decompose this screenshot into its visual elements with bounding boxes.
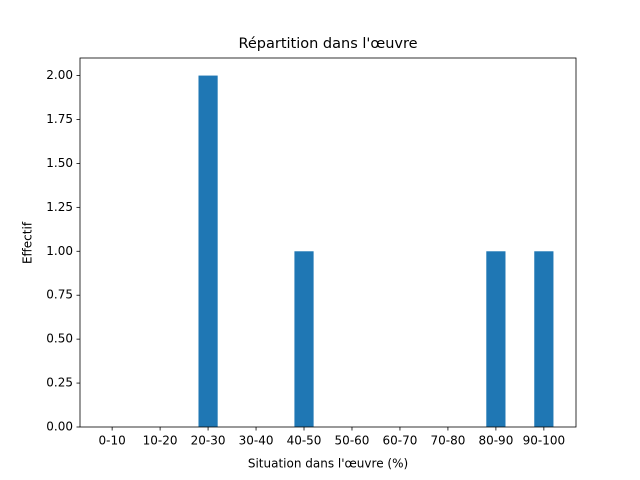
y-tick-label: 0.00 bbox=[46, 420, 73, 434]
x-tick-label: 0-10 bbox=[99, 434, 126, 448]
x-axis-label: Situation dans l'œuvre (%) bbox=[248, 457, 408, 471]
x-tick-label: 50-60 bbox=[335, 434, 370, 448]
y-tick-label: 1.25 bbox=[46, 200, 73, 214]
chart-title: Répartition dans l'œuvre bbox=[238, 36, 417, 52]
x-tick-label: 10-20 bbox=[143, 434, 178, 448]
y-tick-label: 0.75 bbox=[46, 288, 73, 302]
x-tick-label: 40-50 bbox=[287, 434, 322, 448]
plot-frame bbox=[79, 57, 577, 428]
x-tick-label: 90-100 bbox=[523, 434, 566, 448]
y-tick-label: 1.50 bbox=[46, 156, 73, 170]
bar bbox=[294, 251, 314, 427]
y-axis-label: Effectif bbox=[21, 221, 35, 264]
x-tick-label: 80-90 bbox=[478, 434, 513, 448]
y-tick-label: 1.75 bbox=[46, 112, 73, 126]
bar bbox=[198, 75, 218, 428]
y-tick-label: 2.00 bbox=[46, 68, 73, 82]
x-tick-label: 70-80 bbox=[430, 434, 465, 448]
y-tick-label: 0.50 bbox=[46, 332, 73, 346]
y-tick-label: 1.00 bbox=[46, 244, 73, 258]
bar bbox=[486, 251, 506, 427]
x-tick-label: 60-70 bbox=[383, 434, 418, 448]
bar bbox=[534, 251, 554, 427]
y-tick-label: 0.25 bbox=[46, 376, 73, 390]
x-tick-label: 20-30 bbox=[191, 434, 226, 448]
x-tick-label: 30-40 bbox=[239, 434, 274, 448]
